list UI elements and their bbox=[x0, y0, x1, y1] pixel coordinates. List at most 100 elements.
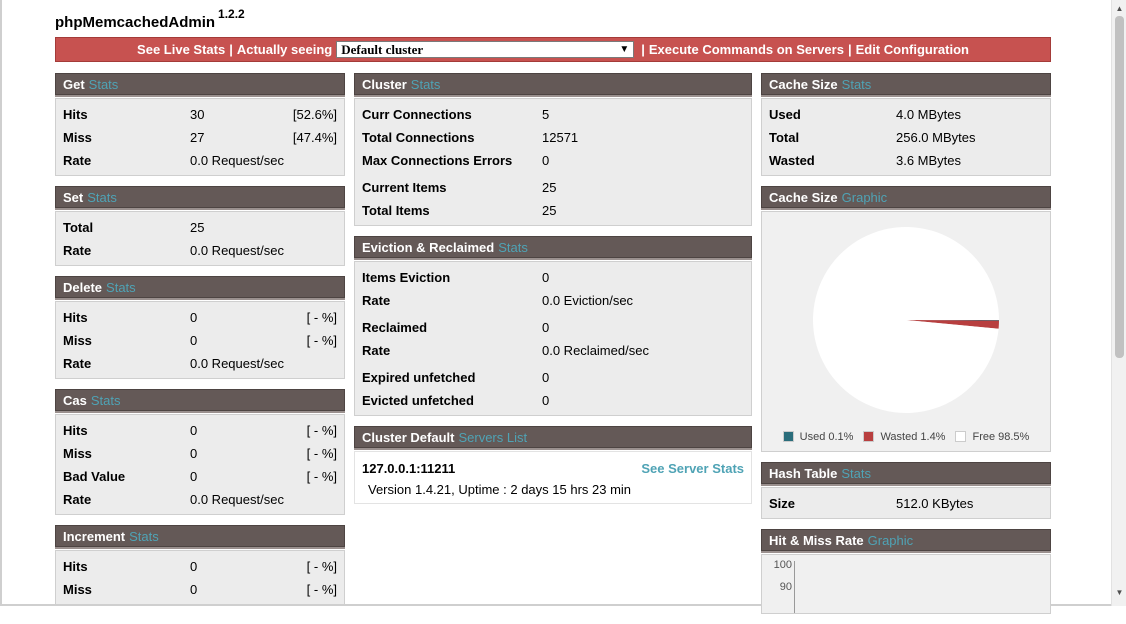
stat-label: Max Connections Errors bbox=[362, 153, 513, 168]
stat-row: Total Items 25 bbox=[362, 199, 744, 222]
stat-row: Rate 0.0 Request/sec bbox=[63, 352, 337, 375]
panel-body: Size 512.0 KBytes bbox=[761, 487, 1051, 519]
app-version: 1.2.2 bbox=[218, 7, 245, 21]
panel-title: Hash Table bbox=[769, 466, 838, 481]
scroll-down-icon[interactable]: ▼ bbox=[1115, 588, 1124, 597]
stat-value: 25 bbox=[542, 203, 557, 218]
cluster-stats-panel: Cluster Stats Curr Connections 5 Total Con… bbox=[354, 73, 752, 226]
stat-value: 0 bbox=[190, 333, 198, 348]
stat-value: 12571 bbox=[542, 130, 579, 145]
stat-label: Rate bbox=[63, 492, 92, 507]
cluster-select[interactable]: Default cluster ▼ bbox=[336, 41, 635, 58]
panel-header: Get Stats bbox=[55, 73, 345, 95]
middle-column: Cluster Stats Curr Connections 5 Total Con… bbox=[354, 73, 752, 514]
stat-label: Curr Connections bbox=[362, 107, 472, 122]
main-menu: See Live Stats | Actually seeing Default… bbox=[55, 37, 1051, 62]
right-column: Cache Size Stats Used 4.0 MBytes Total 256.… bbox=[761, 73, 1051, 624]
panel-accent: Servers List bbox=[458, 430, 528, 445]
scrollbar-thumb[interactable] bbox=[1115, 16, 1124, 358]
stat-percent: [ - %] bbox=[306, 469, 337, 484]
stat-label: Hits bbox=[63, 310, 88, 325]
stat-label: Hits bbox=[63, 107, 88, 122]
stat-percent: [ - %] bbox=[306, 582, 337, 597]
stat-row: Max Connections Errors 0 bbox=[362, 149, 744, 172]
live-stats-link[interactable]: See Live Stats bbox=[137, 42, 226, 57]
panel-header: Cluster Stats bbox=[354, 73, 752, 95]
panel-title: Cluster Default bbox=[362, 430, 455, 445]
stat-row: Miss 0 [ - %] bbox=[63, 442, 337, 465]
server-version: Version 1.4.21, Uptime : 2 days 15 hrs 2… bbox=[368, 482, 632, 497]
stat-value: 3.6 MBytes bbox=[896, 153, 962, 168]
panel-accent: Graphic bbox=[867, 533, 914, 548]
stat-value: 0.0 Request/sec bbox=[190, 356, 284, 371]
execute-commands-link[interactable]: Execute Commands on Servers bbox=[648, 42, 844, 57]
legend-label: Used 0.1% bbox=[799, 430, 854, 443]
legend-swatch bbox=[863, 431, 875, 442]
panel-header: Delete Stats bbox=[55, 276, 345, 298]
stat-percent: [ - %] bbox=[306, 446, 337, 461]
panel-title: Set bbox=[63, 190, 84, 205]
stat-row: Miss 0 [ - %] bbox=[63, 329, 337, 352]
panel-accent: Stats bbox=[498, 240, 528, 255]
increment-stats-panel: Increment Stats Hits 0 [ - %] Miss 0 [ - %] bbox=[55, 525, 345, 605]
stat-percent: [ - %] bbox=[306, 333, 337, 348]
legend-swatch bbox=[782, 431, 794, 442]
hash-table-stats-panel: Hash Table Stats Size 512.0 KBytes bbox=[761, 462, 1051, 519]
pie-slice-used bbox=[906, 320, 999, 321]
stat-label: Hits bbox=[63, 559, 88, 574]
stat-row: Wasted 3.6 MBytes bbox=[769, 149, 1043, 172]
panel-accent: Stats bbox=[88, 77, 119, 92]
stat-percent: [52.6%] bbox=[292, 107, 337, 122]
legend-label: Free 98.5% bbox=[972, 430, 1030, 443]
stat-value: 0 bbox=[542, 370, 550, 385]
stat-label: Rate bbox=[63, 153, 92, 168]
stat-value: 0 bbox=[190, 310, 198, 325]
legend-swatch bbox=[955, 431, 967, 442]
stat-percent: [ - %] bbox=[306, 310, 337, 325]
stat-label: Total bbox=[769, 130, 800, 145]
stat-row: Hits 0 [ - %] bbox=[63, 419, 337, 442]
stat-row: Evicted unfetched 0 bbox=[362, 389, 744, 412]
hit-miss-chart: 100 90 bbox=[761, 554, 1051, 614]
menu-separator: | bbox=[847, 42, 852, 57]
panel-title: Increment bbox=[63, 529, 126, 544]
stat-label: Evicted unfetched bbox=[362, 393, 474, 408]
stat-label: Miss bbox=[63, 130, 92, 145]
stat-row: Rate 0.0 Eviction/sec bbox=[362, 289, 744, 312]
stat-label: Rate bbox=[362, 293, 391, 308]
stat-row: Rate 0.0 Request/sec bbox=[63, 488, 337, 511]
stat-row: Curr Connections 5 bbox=[362, 103, 744, 126]
stat-value: 25 bbox=[542, 180, 557, 195]
panel-title: Cas bbox=[63, 393, 87, 408]
stat-value: 4.0 MBytes bbox=[896, 107, 962, 122]
stat-value: 30 bbox=[190, 107, 205, 122]
stat-label: Rate bbox=[63, 243, 92, 258]
stat-value: 0.0 Request/sec bbox=[190, 492, 284, 507]
stat-label: Rate bbox=[63, 356, 92, 371]
see-server-stats-link[interactable]: See Server Stats bbox=[641, 461, 744, 476]
stat-value: 0.0 Eviction/sec bbox=[542, 293, 634, 308]
stat-row: Total Connections 12571 bbox=[362, 126, 744, 149]
stat-value: 0 bbox=[190, 582, 198, 597]
edit-configuration-link[interactable]: Edit Configuration bbox=[855, 42, 969, 57]
scroll-up-icon[interactable]: ▲ bbox=[1115, 4, 1124, 13]
panel-header: Eviction & Reclaimed Stats bbox=[354, 236, 752, 258]
menu-separator: | bbox=[641, 42, 645, 57]
stat-label: Miss bbox=[63, 446, 92, 461]
panel-title: Hit & Miss Rate bbox=[769, 533, 864, 548]
left-column: Get Stats Hits 30 [52.6%] Miss 27 [47.4%] Rat… bbox=[55, 73, 345, 615]
panel-accent: Stats bbox=[841, 466, 872, 481]
stat-percent: [ - %] bbox=[306, 559, 337, 574]
panel-accent: Stats bbox=[87, 190, 117, 205]
stat-label: Items Eviction bbox=[362, 270, 451, 285]
panel-accent: Stats bbox=[90, 393, 121, 408]
stat-label: Miss bbox=[63, 582, 92, 597]
stat-row: Bad Value 0 [ - %] bbox=[63, 465, 337, 488]
panel-title: Cluster bbox=[362, 77, 407, 92]
panel-title: Cache Size bbox=[769, 77, 838, 92]
stat-label: Current Items bbox=[362, 180, 447, 195]
stat-value: 27 bbox=[190, 130, 205, 145]
legend-label: Wasted 1.4% bbox=[880, 430, 946, 443]
actually-seeing-label: Actually seeing bbox=[236, 42, 333, 57]
vertical-scrollbar[interactable]: ▲ ▼ bbox=[1111, 0, 1126, 606]
